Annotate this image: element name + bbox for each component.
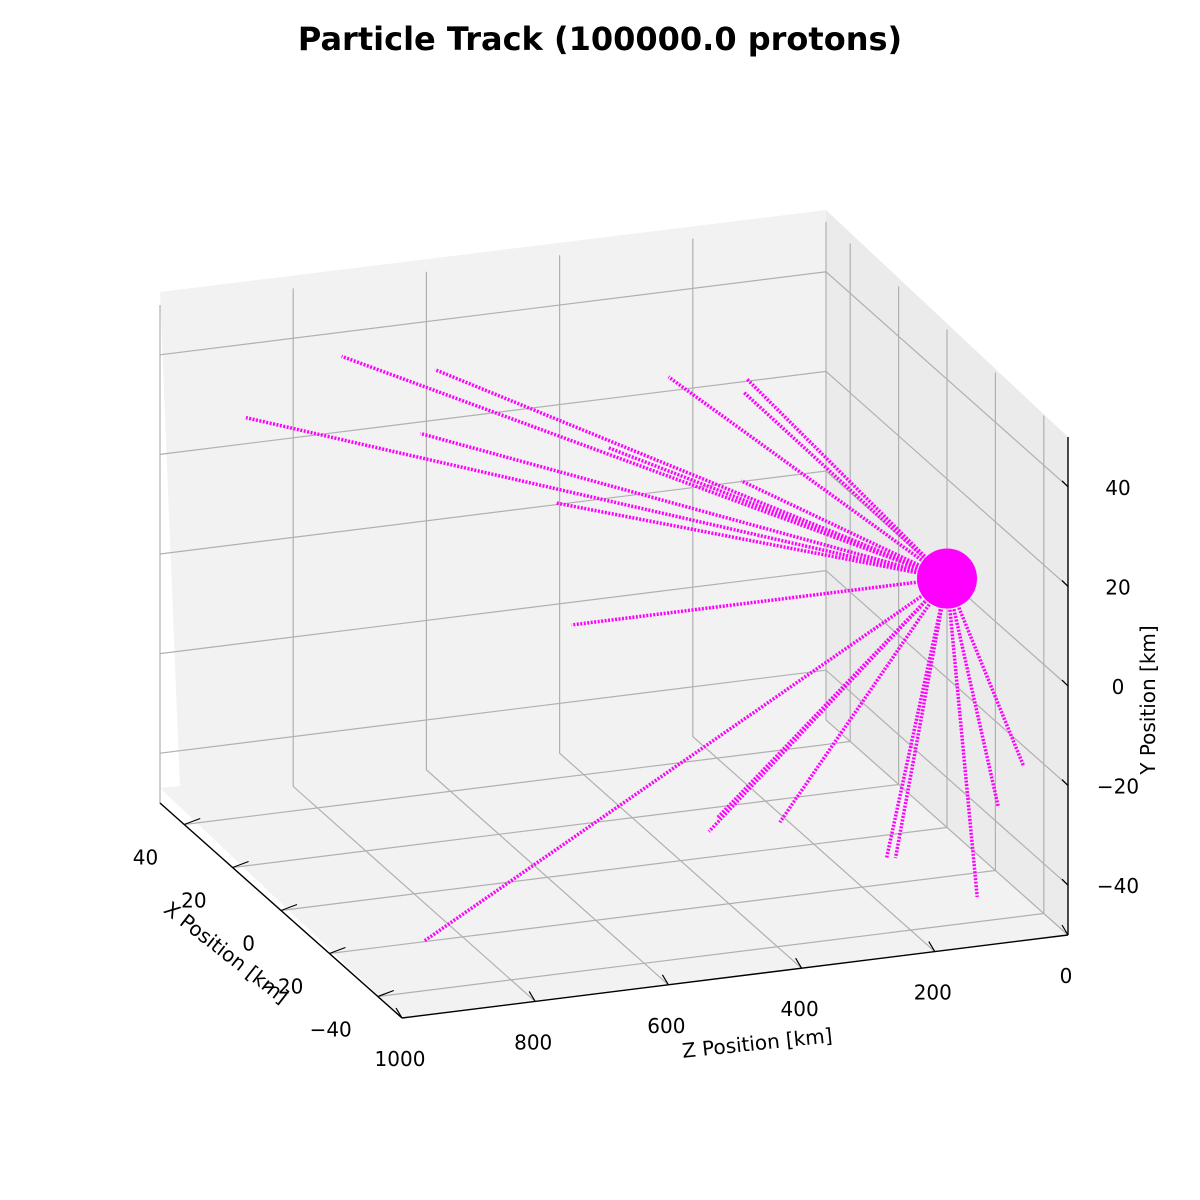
x-tick-label: −40 (310, 1018, 352, 1042)
z-tick-label: 200 (914, 981, 952, 1005)
grid-line (159, 271, 1069, 488)
chart-title: Particle Track (100000.0 protons) (298, 20, 902, 58)
grid-line (232, 286, 900, 869)
x-tick-label: −20 (261, 975, 303, 999)
grid-line (825, 222, 1069, 936)
particle-track (419, 431, 948, 581)
y-tick-label: −40 (1097, 874, 1139, 898)
particle-track (340, 354, 948, 581)
y-tick (1061, 878, 1069, 886)
particle-track (667, 375, 949, 580)
z-tick-label: 600 (647, 1014, 685, 1038)
z-tick (1061, 924, 1069, 936)
grid-line (377, 415, 1045, 998)
y-tick (1061, 779, 1069, 787)
x-tick-label: 20 (181, 889, 206, 913)
x-tick-label: 0 (242, 932, 255, 956)
grid-line (425, 271, 669, 986)
particle-track (571, 576, 948, 627)
y-tick-label: 20 (1105, 575, 1130, 599)
x-tick (280, 903, 298, 912)
particle-track (884, 578, 949, 860)
particle-track (423, 577, 948, 943)
grid-line (159, 370, 1069, 587)
grid-line (280, 329, 948, 912)
x-tick (377, 989, 395, 998)
particle-track (945, 577, 1026, 768)
y-axis-label: Y Position [km] (1136, 625, 1160, 775)
grid-line (184, 243, 851, 826)
z-tick (528, 991, 536, 1002)
particle-track (743, 391, 949, 580)
particle-tracks (245, 354, 1026, 943)
y-tick (1061, 579, 1069, 587)
y-tick (1061, 679, 1069, 687)
particle-track (945, 578, 1001, 808)
z-tick-label: 1000 (375, 1047, 426, 1071)
z-tick (661, 974, 669, 986)
y-tick (1061, 480, 1069, 488)
particle-track (745, 378, 949, 580)
grid-line (159, 470, 1069, 687)
y-tick-label: −20 (1097, 775, 1139, 799)
z-axis-line (401, 934, 1069, 1019)
grid-line (159, 569, 1069, 787)
x-tick (183, 817, 201, 826)
z-axis-label: Z Position [km] (681, 1023, 834, 1063)
grid-line (692, 238, 936, 953)
grid-line (159, 669, 1069, 886)
z-tick-label: 800 (514, 1030, 552, 1054)
y-tick-label: 40 (1105, 476, 1130, 500)
z-tick (395, 1007, 403, 1019)
x-tick (232, 860, 249, 869)
particle-track (607, 445, 948, 581)
z-tick-label: 0 (1060, 964, 1073, 988)
z-tick-label: 400 (781, 997, 819, 1021)
grid-line (329, 372, 997, 955)
particle-track (715, 577, 949, 820)
particle-track (245, 415, 948, 581)
z-tick (795, 957, 803, 969)
particle-track (945, 578, 979, 898)
x-axis-label: X Position [km] (159, 897, 293, 1009)
back-pane (160, 210, 826, 788)
z-tick (928, 941, 936, 952)
particle-track (740, 479, 948, 581)
y-tick-label: 0 (1112, 675, 1125, 699)
grid-line (292, 288, 536, 1002)
x-tick-label: 40 (133, 846, 158, 870)
x-tick (329, 946, 346, 955)
particle-track (893, 578, 949, 859)
particle-track (778, 577, 949, 824)
source-cluster (917, 548, 977, 609)
